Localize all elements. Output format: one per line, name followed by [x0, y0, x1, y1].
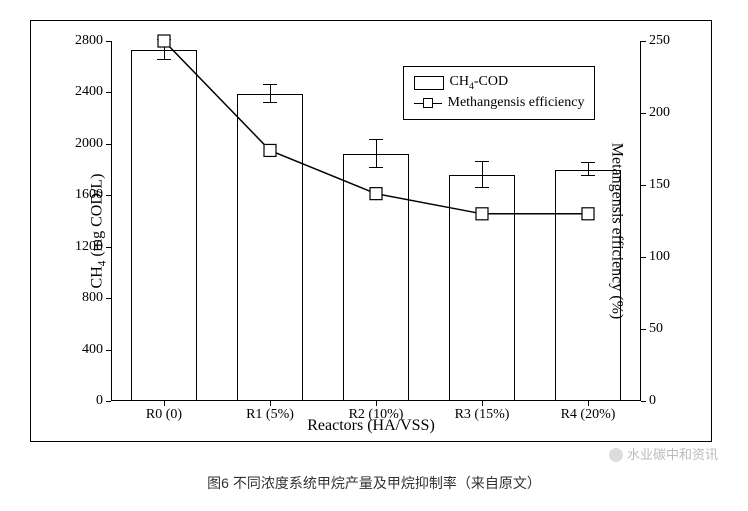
line-marker: [476, 208, 488, 220]
plot-area: 0400800120016002000240028000501001502002…: [111, 41, 641, 401]
y2-tick-label: 100: [649, 249, 670, 265]
x-tick-label: R1 (5%): [246, 407, 294, 423]
legend-bar-swatch: [414, 76, 444, 90]
x-tick: [376, 401, 377, 406]
chart-frame: 0400800120016002000240028000501001502002…: [30, 20, 712, 442]
y2-tick: [641, 257, 646, 258]
x-tick-label: R3 (15%): [455, 407, 510, 423]
y1-tick-label: 2000: [75, 136, 103, 152]
legend-line-label: Methangensis efficiency: [448, 95, 585, 111]
y2-tick: [641, 41, 646, 42]
line-marker: [370, 188, 382, 200]
y1-tick-label: 800: [82, 290, 103, 306]
legend-bar-label: CH4-COD: [450, 74, 509, 92]
x-tick: [164, 401, 165, 406]
x-tick-label: R0 (0): [146, 407, 182, 423]
legend-item-bars: CH4-COD: [414, 73, 585, 93]
line-marker: [264, 144, 276, 156]
y2-tick: [641, 185, 646, 186]
y2-axis-label: Metangensis efficiency (%): [608, 143, 626, 320]
figure-caption: 图6 不同浓度系统甲烷产量及甲烷抑制率（来自原文）: [0, 473, 748, 493]
y1-tick-label: 0: [96, 393, 103, 409]
x-axis-label: Reactors (HA/VSS): [307, 417, 435, 435]
y2-tick-label: 50: [649, 321, 663, 337]
x-tick-label: R4 (20%): [561, 407, 616, 423]
legend-item-line: Methangensis efficiency: [414, 93, 585, 113]
watermark-icon: [609, 448, 623, 462]
y2-tick-label: 200: [649, 105, 670, 121]
y1-tick-label: 2800: [75, 33, 103, 49]
line-marker: [582, 208, 594, 220]
legend-line-swatch: [414, 97, 442, 109]
y1-tick: [106, 401, 111, 402]
y2-tick-label: 250: [649, 33, 670, 49]
y1-axis-label: CH4 (mg COD/L): [88, 174, 108, 289]
watermark-text: 水业碳中和资讯: [627, 447, 718, 462]
x-tick: [270, 401, 271, 406]
y1-tick-label: 2400: [75, 84, 103, 100]
y2-tick-label: 0: [649, 393, 656, 409]
y2-tick: [641, 329, 646, 330]
line-marker: [158, 35, 170, 47]
y2-tick-label: 150: [649, 177, 670, 193]
y2-tick: [641, 113, 646, 114]
x-tick: [588, 401, 589, 406]
legend: CH4-COD Methangensis efficiency: [403, 66, 596, 120]
watermark: 水业碳中和资讯: [609, 444, 718, 463]
y2-tick: [641, 401, 646, 402]
y1-tick-label: 400: [82, 342, 103, 358]
x-tick: [482, 401, 483, 406]
